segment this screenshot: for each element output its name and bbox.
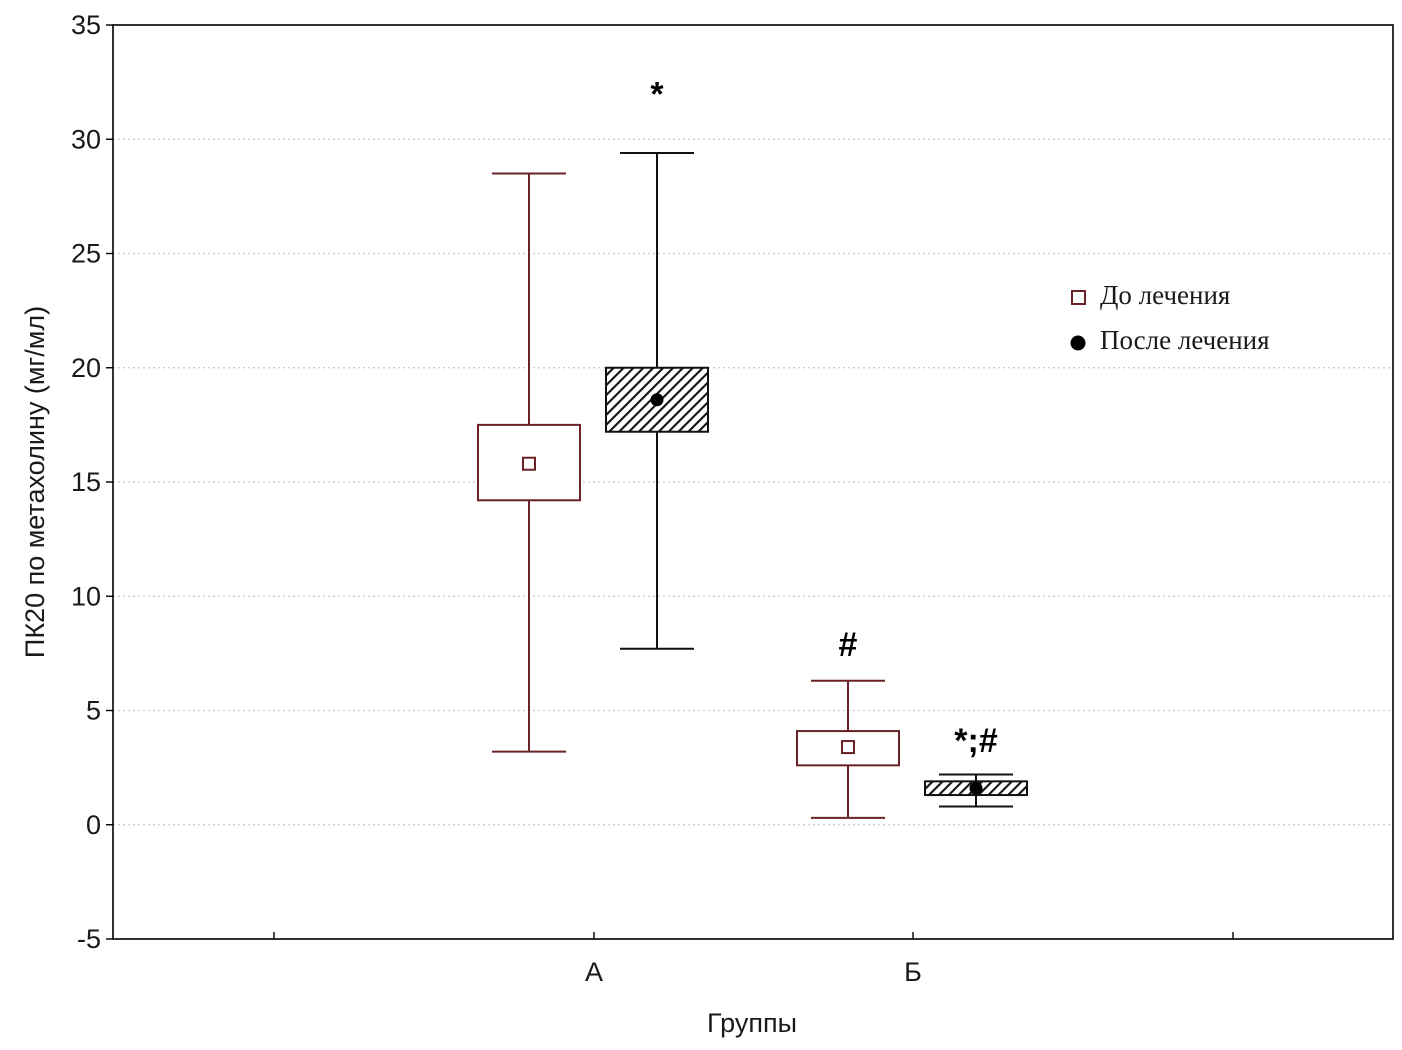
x-tick-label: Б [904, 957, 922, 987]
legend-item: После лечения [1070, 325, 1270, 355]
y-tick-label: 0 [86, 810, 101, 840]
x-tick-label: А [585, 957, 603, 987]
legend-label: После лечения [1100, 325, 1270, 355]
axes: -5 0 5 10 15 20 25 30 35 А Б [71, 10, 1394, 987]
y-axis-label: ПК20 по метахолину (мг/мл) [20, 306, 50, 658]
box-before-b [796, 679, 900, 819]
x-axis-label: Группы [707, 1008, 797, 1038]
significance-annotation: *;# [954, 722, 998, 760]
grid-lines [113, 138, 1393, 826]
box-before-a [477, 172, 581, 753]
significance-annotation: * [650, 76, 664, 114]
legend: До лечения После лечения [1070, 280, 1270, 355]
legend-marker-circle [1070, 335, 1086, 351]
y-tick-label: 30 [71, 124, 101, 154]
box-after-a [605, 151, 709, 650]
y-tick-label: -5 [77, 924, 101, 954]
plot-data [477, 151, 1028, 819]
y-tick-label: 35 [71, 10, 101, 40]
mean-marker [650, 393, 664, 407]
annotations: * # *;# [650, 76, 997, 761]
legend-marker-square [1071, 290, 1086, 305]
mean-marker [522, 456, 536, 471]
mean-marker [969, 781, 983, 795]
box-after-b [924, 773, 1028, 808]
y-tick-label: 10 [71, 581, 101, 611]
y-tick-label: 20 [71, 353, 101, 383]
y-tick-label: 25 [71, 239, 101, 269]
mean-marker [841, 740, 855, 755]
legend-label: До лечения [1100, 280, 1230, 310]
significance-annotation: # [839, 626, 858, 664]
legend-item: До лечения [1071, 280, 1230, 310]
y-tick-label: 5 [86, 696, 101, 726]
y-tick-label: 15 [71, 467, 101, 497]
